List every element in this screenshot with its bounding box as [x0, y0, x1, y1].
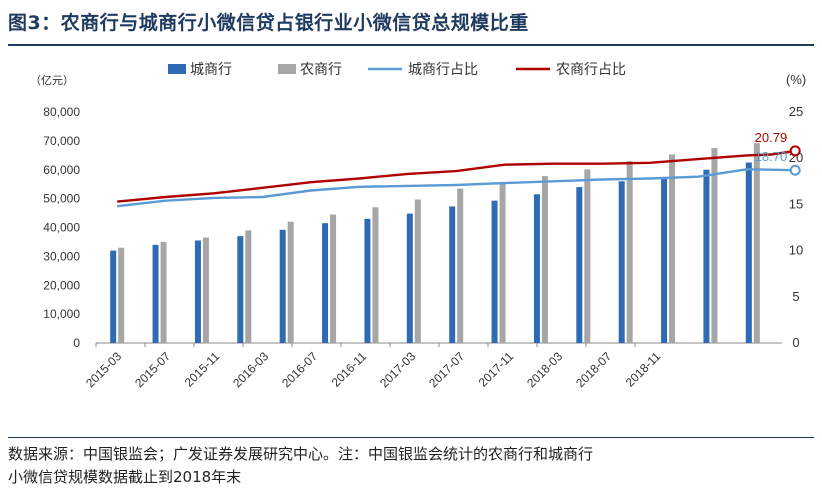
title-divider	[8, 44, 814, 46]
right-tick-label: 10	[789, 243, 803, 258]
city-bank-bar	[449, 206, 456, 343]
source-line-1: 数据来源：中国银监会；广发证券发展研究中心。注：中国银监会统计的农商行和城商行	[8, 445, 594, 463]
rural-bank-share-line	[117, 149, 796, 203]
right-axis-unit: (%)	[786, 72, 806, 87]
chart-canvas: 城商行 农商行 城商行占比 农商行占比 （亿元） (%) 0 10,000 20,000 3…	[30, 61, 806, 390]
x-tick-label: 2018-07	[573, 349, 614, 390]
x-tick-label: 2017-03	[377, 349, 418, 390]
rural-bank-bar	[457, 188, 464, 343]
x-tick-label: 2015-11	[182, 349, 223, 390]
source-line-2: 小微信贷规模数据截止到2018年末	[8, 468, 242, 486]
city-bank-bar	[576, 187, 583, 343]
city-bank-bar	[194, 240, 201, 343]
legend-swatch	[278, 64, 296, 74]
x-tick-label: 2016-07	[279, 349, 320, 390]
city-bank-bar	[661, 178, 668, 343]
rural-bank-bar	[626, 161, 633, 343]
x-tick-label: 2015-03	[83, 349, 124, 390]
x-tick-label: 2017-11	[476, 349, 517, 390]
rural-bank-bar	[245, 230, 252, 343]
city-bank-share-line	[117, 168, 796, 208]
left-tick-label: 20,000	[43, 278, 80, 292]
right-tick-label: 15	[789, 196, 803, 211]
rural-bank-bar	[414, 199, 421, 343]
left-tick-label: 0	[73, 336, 80, 350]
left-tick-label: 80,000	[43, 105, 80, 119]
rural-bank-bar	[753, 143, 760, 343]
x-tick-label: 2018-03	[524, 349, 565, 390]
rural-bank-bar	[202, 237, 209, 343]
legend-label: 农商行占比	[556, 61, 626, 77]
end-point-marker	[789, 164, 801, 176]
source-divider	[8, 437, 814, 438]
rural-bank-bar	[330, 214, 337, 343]
legend-swatch	[168, 64, 186, 74]
rural-bank-bar	[287, 221, 294, 343]
end-point-marker	[789, 145, 801, 157]
line-series	[117, 149, 796, 208]
city-bank-bar	[533, 194, 540, 343]
left-tick-label: 30,000	[43, 249, 80, 263]
city-bank-bar	[618, 181, 625, 343]
rural-bank-bar	[711, 148, 718, 343]
left-tick-label: 60,000	[43, 163, 80, 177]
rural-bank-bar	[118, 247, 125, 343]
chart-title: 图3：农商行与城商行小微信贷占银行业小微信贷总规模比重	[8, 12, 529, 34]
right-tick-label: 25	[789, 104, 803, 119]
x-tick-label: 2016-03	[230, 349, 271, 390]
rural-bank-bar	[160, 241, 167, 343]
legend-label: 城商行占比	[408, 61, 478, 77]
x-tick-label: 2018-11	[623, 349, 664, 390]
city-bank-bar	[279, 229, 286, 343]
right-tick-label: 0	[792, 335, 799, 350]
rural-bank-bar	[669, 154, 676, 343]
left-tick-label: 70,000	[43, 134, 80, 148]
x-tick-label: 2017-07	[426, 349, 467, 390]
legend-label: 农商行	[300, 61, 342, 77]
rural-bank-bar	[372, 207, 379, 343]
city-bank-bar	[703, 169, 710, 343]
city-bank-bar	[152, 244, 159, 343]
x-tick-label: 2015-07	[132, 349, 173, 390]
rural-bank-bar	[499, 183, 506, 343]
city-bank-bar	[745, 162, 752, 343]
annotations: 20.79 18.70	[755, 130, 801, 176]
city-bank-bar	[322, 223, 329, 343]
left-tick-label: 40,000	[43, 221, 80, 235]
city-bank-bar	[491, 200, 498, 343]
left-tick-label: 10,000	[43, 307, 80, 321]
rural-bank-bar	[584, 169, 591, 343]
end-value-label: 18.70	[755, 149, 788, 164]
left-axis-unit: （亿元）	[30, 74, 74, 87]
x-tick-label: 2016-11	[329, 349, 370, 390]
source-note: 数据来源：中国银监会；广发证券发展研究中心。注：中国银监会统计的农商行和城商行 …	[8, 443, 808, 489]
rural-bank-bar	[541, 176, 548, 343]
legend: 城商行 农商行 城商行占比 农商行占比	[168, 61, 626, 77]
legend-label: 城商行	[190, 61, 232, 77]
left-tick-label: 50,000	[43, 192, 80, 206]
city-bank-bar	[110, 250, 117, 343]
city-bank-bar	[237, 236, 244, 343]
end-value-label: 20.79	[755, 130, 788, 145]
city-bank-bar	[406, 213, 413, 343]
city-bank-bar	[364, 218, 371, 343]
right-tick-label: 5	[792, 289, 799, 304]
bar-series	[110, 143, 760, 343]
